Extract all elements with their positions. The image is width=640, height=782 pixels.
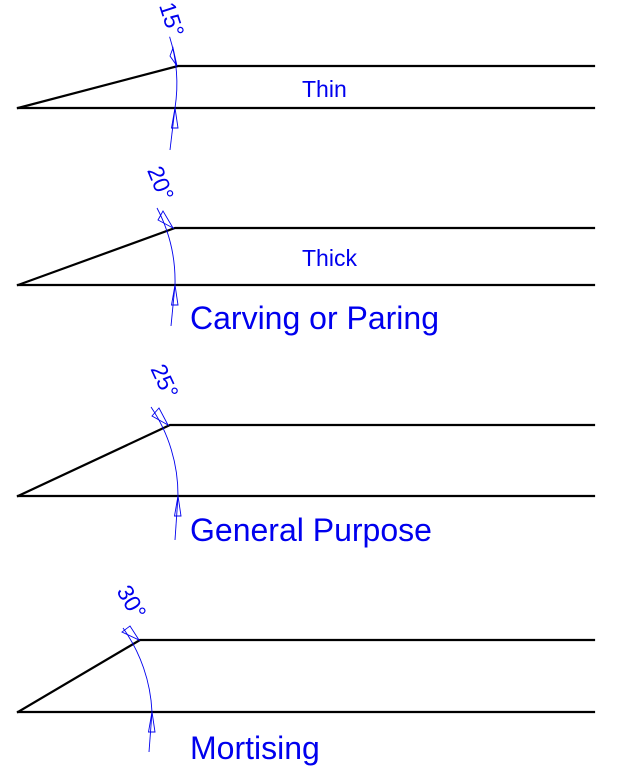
use-label: Carving or Paring (190, 300, 439, 336)
thickness-label: Thick (302, 245, 357, 271)
blade-outline (16, 638, 596, 714)
angle-arc (169, 36, 178, 109)
extension-line (174, 495, 179, 541)
arrowhead (151, 407, 170, 427)
angle-label: 30° (112, 580, 152, 623)
use-label: General Purpose (190, 512, 432, 548)
blade-outline (16, 423, 596, 498)
arrowhead (147, 711, 156, 733)
arrowhead (169, 46, 178, 67)
bevel-25: 25° General Purpose (16, 360, 596, 548)
arrowhead (170, 284, 179, 306)
angle-arc (156, 207, 176, 286)
angle-label: 25° (146, 360, 184, 403)
arrowhead (170, 107, 179, 129)
bevel-15: 15° Thin (16, 0, 596, 151)
arrowhead (121, 625, 141, 642)
bevel-20: 20° Thick Carving or Paring (16, 162, 596, 336)
extension-line (170, 284, 176, 327)
blade-outline (16, 64, 596, 110)
blade-outline (16, 226, 596, 287)
arrowhead (157, 210, 175, 230)
angle-label: 20° (142, 162, 179, 204)
angle-arc (150, 406, 179, 497)
arrowhead (173, 495, 182, 517)
use-label: Mortising (190, 730, 320, 766)
bevel-30: 30° Mortising (16, 580, 596, 766)
thickness-label: Thin (302, 76, 347, 102)
angle-label: 15° (154, 0, 189, 40)
